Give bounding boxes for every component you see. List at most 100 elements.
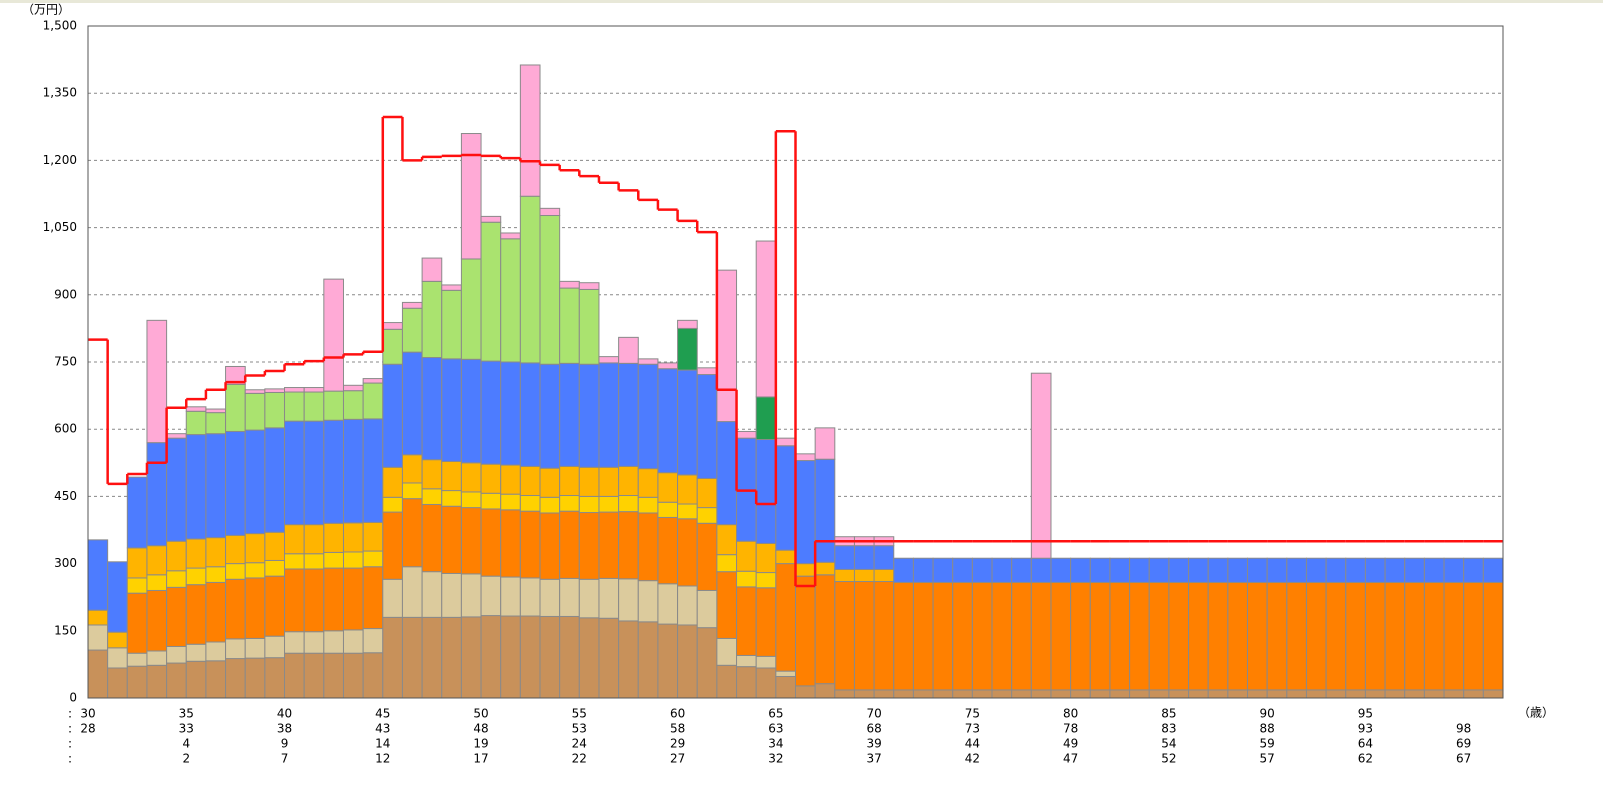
- bar-segment: [578, 288, 600, 365]
- x-tick-label: 45: [375, 707, 390, 721]
- bar-segment: [225, 383, 246, 432]
- bar-segment: [460, 358, 482, 464]
- bar-segment: [185, 643, 207, 662]
- bar-segment: [539, 207, 561, 217]
- bar-segment: [244, 429, 266, 535]
- bar-segment: [1030, 557, 1052, 583]
- bar-segment: [716, 524, 738, 556]
- bar-segment: [598, 617, 620, 699]
- bar-segment: [1286, 581, 1307, 691]
- bar-segment: [1227, 557, 1249, 583]
- bar-segment: [342, 418, 364, 524]
- bar-segment: [382, 466, 403, 498]
- x-tick-label: 17: [473, 752, 488, 766]
- bar-segment: [716, 637, 738, 666]
- bar-segment: [185, 567, 207, 586]
- bar-segment: [460, 491, 482, 509]
- bar-segment: [244, 533, 266, 564]
- x-tick-label: 67: [1456, 752, 1471, 766]
- x-tick-label: 69: [1456, 737, 1471, 751]
- bar-segment: [1463, 557, 1484, 583]
- bar-segment: [205, 641, 227, 662]
- bar-segment: [736, 654, 757, 668]
- bar-segment: [421, 257, 443, 282]
- x-tick-label: 64: [1358, 737, 1373, 751]
- bar-segment: [460, 462, 482, 493]
- bar-segment: [991, 689, 1013, 699]
- bar-segment: [1266, 557, 1288, 583]
- bar-segment: [657, 583, 679, 625]
- bar-segment: [362, 378, 384, 384]
- bar-segment: [1030, 689, 1052, 699]
- x-tick-label: 52: [1161, 752, 1176, 766]
- bar-segment: [225, 430, 246, 536]
- bar-segment: [873, 581, 895, 691]
- x-tick-label: 48: [473, 722, 488, 736]
- bar-segment: [126, 652, 148, 667]
- bar-segment: [500, 615, 521, 699]
- bar-segment: [284, 553, 305, 570]
- bar-segment: [421, 503, 443, 573]
- x-tick-label: 80: [1063, 707, 1078, 721]
- bar-segment: [382, 328, 403, 365]
- bar-segment: [539, 578, 561, 617]
- bar-segment: [382, 511, 403, 580]
- bar-segment: [264, 427, 286, 533]
- bar-segment: [637, 580, 659, 623]
- bar-segment: [441, 490, 462, 507]
- bar-segment: [460, 258, 482, 360]
- bar-segment: [107, 631, 128, 649]
- x-tick-label: 38: [277, 722, 292, 736]
- bar-segment: [225, 658, 246, 699]
- bar-segment: [225, 638, 246, 660]
- bar-segment: [1482, 581, 1504, 691]
- bar-segment: [1089, 557, 1111, 583]
- bar-segment: [1364, 581, 1386, 691]
- bar-segment: [480, 492, 502, 510]
- bar-segment: [519, 465, 541, 497]
- x-tick-label: 88: [1260, 722, 1275, 736]
- bar-segment: [126, 577, 148, 594]
- bar-segment: [775, 563, 797, 672]
- x-tick-label: 30: [80, 707, 95, 721]
- bar-segment: [1463, 581, 1484, 691]
- bar-segment: [323, 551, 344, 569]
- bar-segment: [1011, 581, 1032, 691]
- bar-segment: [323, 652, 344, 699]
- bar-segment: [519, 615, 541, 699]
- bar-segment: [598, 495, 620, 513]
- bar-segment: [166, 662, 187, 699]
- bar-segment: [500, 464, 521, 495]
- bar-segment: [1207, 581, 1229, 691]
- bar-segment: [578, 466, 600, 497]
- bar-segment: [146, 589, 168, 652]
- x-tick-label: 85: [1161, 707, 1176, 721]
- x-tick-label: 28: [80, 722, 95, 736]
- x-tick-label: 57: [1260, 752, 1275, 766]
- bar-segment: [1286, 557, 1307, 583]
- bar-segment: [244, 577, 266, 639]
- bar-segment: [932, 689, 954, 699]
- bar-segment: [166, 570, 187, 588]
- bar-segment: [166, 540, 187, 572]
- bar-segment: [519, 577, 541, 617]
- bar-segment: [185, 410, 207, 436]
- bar-segment: [284, 387, 305, 393]
- bar-segment: [755, 587, 777, 657]
- bar-segment: [873, 689, 895, 699]
- bar-segment: [500, 509, 521, 578]
- bar-segment: [284, 631, 305, 654]
- bar-segment: [264, 559, 286, 577]
- bar-segment: [87, 539, 109, 611]
- bar-segment: [834, 689, 855, 699]
- bar-segment: [1364, 557, 1386, 583]
- bar-segment: [736, 430, 757, 439]
- bar-segment: [1325, 581, 1347, 691]
- x-tick-label: 58: [670, 722, 685, 736]
- bar-segment: [1129, 689, 1150, 699]
- bar-segment: [618, 336, 639, 364]
- x-tick-label: 63: [768, 722, 783, 736]
- bar-segment: [559, 510, 580, 579]
- bar-segment: [185, 538, 207, 569]
